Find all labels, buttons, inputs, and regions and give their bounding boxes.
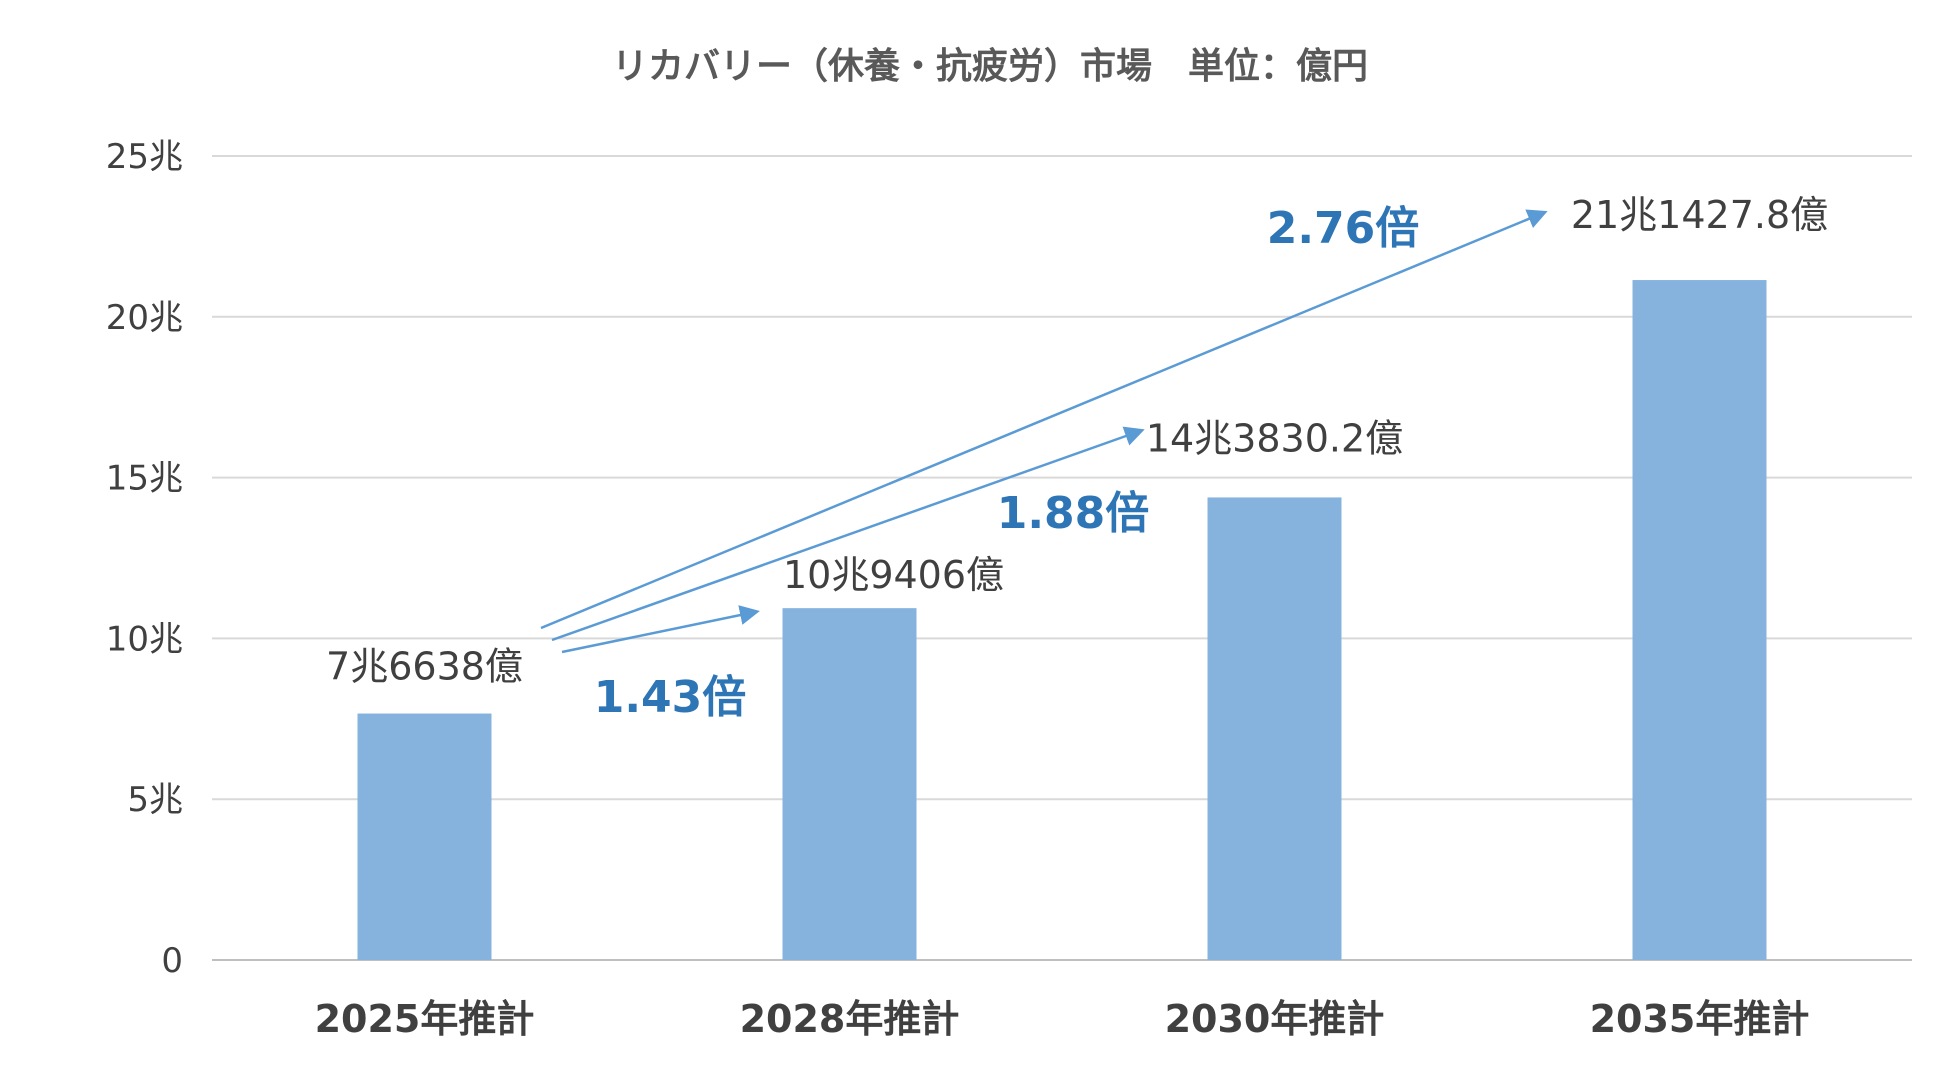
- bar-2035年推計: [1632, 280, 1767, 960]
- x-tick-label: 2025年推計: [315, 997, 535, 1041]
- y-tick-label: 25兆: [106, 137, 183, 177]
- bars: [357, 280, 1767, 960]
- y-tick-label: 15兆: [106, 459, 183, 499]
- y-tick-label: 10兆: [106, 619, 183, 659]
- growth-arrow-2: [551, 426, 1145, 642]
- growth-ratio-label: 1.88倍: [997, 488, 1150, 539]
- data-label: 21兆1427.8億: [1571, 193, 1828, 237]
- growth-ratio-label: 1.43倍: [594, 672, 747, 723]
- x-tick-label: 2028年推計: [740, 997, 960, 1041]
- x-tick-label: 2030年推計: [1165, 997, 1385, 1041]
- chart-title: リカバリー（休養・抗疲労）市場 単位：億円: [612, 45, 1368, 87]
- data-label: 10兆9406億: [783, 553, 1004, 597]
- data-label: 7兆6638億: [326, 645, 523, 689]
- growth-arrows: [540, 209, 1548, 654]
- x-tick-label: 2035年推計: [1590, 997, 1810, 1041]
- labels: 0 5兆 10兆 15兆 20兆 25兆 2025年推計 7兆6638億 2028年推計 10兆9…: [106, 137, 1828, 1041]
- bar-2028年推計: [782, 608, 917, 960]
- bar-2030年推計: [1207, 497, 1342, 960]
- growth-arrow-1: [561, 605, 760, 654]
- gridlines: [212, 155, 1912, 961]
- growth-arrow-3: [540, 209, 1548, 630]
- data-label: 14兆3830.2億: [1146, 416, 1403, 460]
- bar-2025年推計: [357, 713, 492, 960]
- y-tick-label: 20兆: [106, 298, 183, 338]
- y-tick-label: 5兆: [127, 780, 183, 820]
- growth-ratio-label: 2.76倍: [1267, 203, 1420, 254]
- y-tick-label: 0: [161, 941, 183, 981]
